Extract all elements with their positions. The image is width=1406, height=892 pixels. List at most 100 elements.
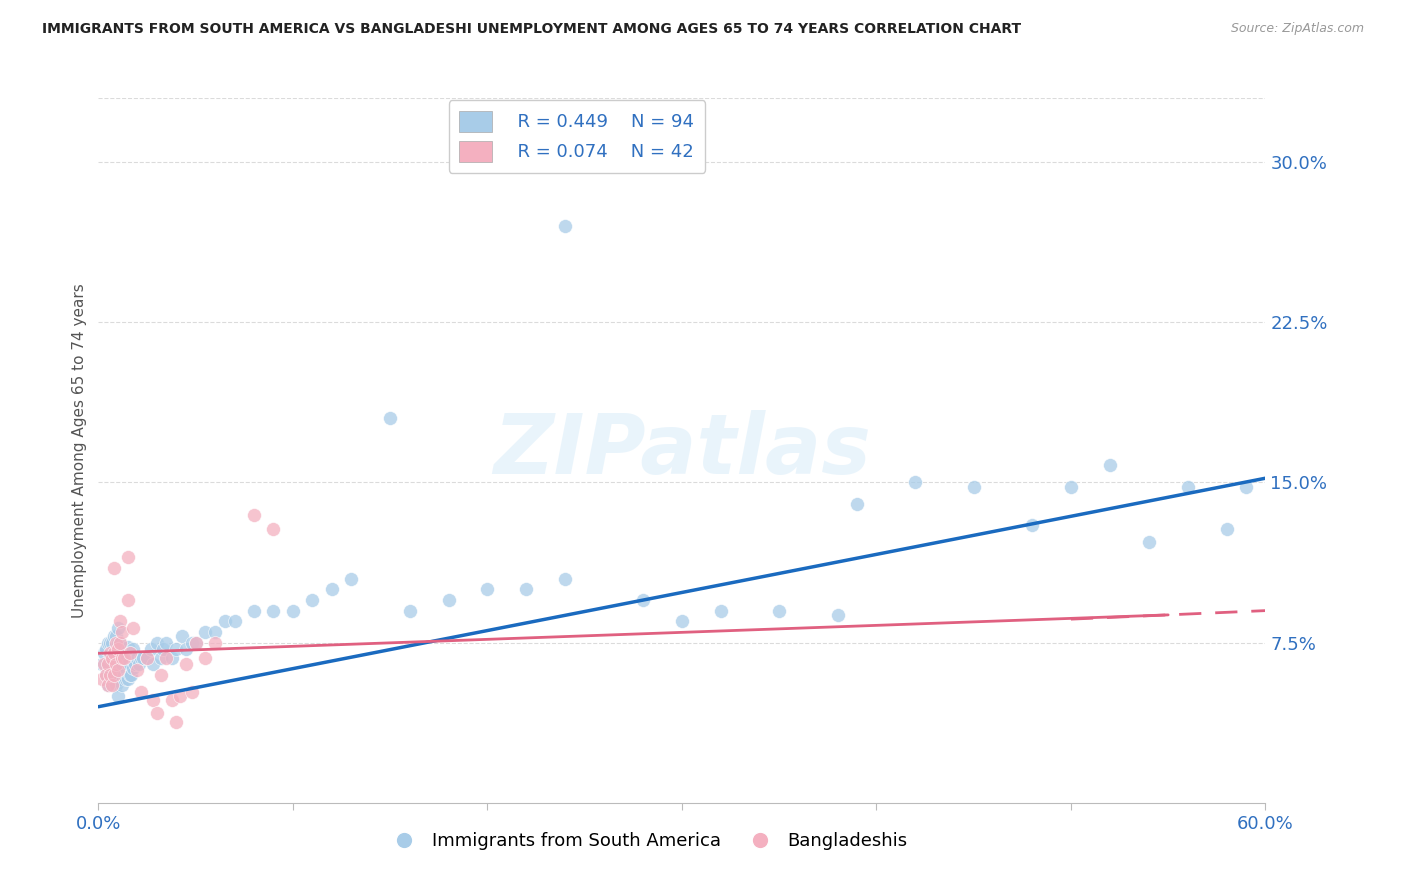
Point bbox=[122, 642, 145, 657]
Point bbox=[184, 635, 207, 649]
Point bbox=[180, 685, 202, 699]
Point bbox=[204, 635, 226, 649]
Point bbox=[93, 646, 115, 660]
Point bbox=[114, 650, 136, 665]
Point bbox=[98, 650, 121, 665]
Point bbox=[165, 714, 187, 729]
Point bbox=[129, 650, 152, 665]
Text: Source: ZipAtlas.com: Source: ZipAtlas.com bbox=[1230, 22, 1364, 36]
Point bbox=[262, 523, 284, 537]
Point bbox=[380, 411, 402, 425]
Point bbox=[204, 624, 226, 639]
Point bbox=[162, 693, 184, 707]
Point bbox=[107, 667, 129, 681]
Point bbox=[671, 615, 693, 629]
Point bbox=[142, 657, 165, 671]
Point bbox=[155, 635, 177, 649]
Point bbox=[98, 667, 121, 681]
Point bbox=[122, 661, 145, 675]
Point bbox=[904, 475, 927, 490]
Point bbox=[224, 615, 246, 629]
Point bbox=[180, 635, 202, 649]
Point bbox=[962, 480, 984, 494]
Point bbox=[103, 629, 125, 643]
Point bbox=[104, 629, 127, 643]
Point bbox=[101, 672, 124, 686]
Point bbox=[169, 689, 191, 703]
Point bbox=[146, 706, 169, 720]
Point bbox=[515, 582, 537, 597]
Point bbox=[710, 604, 733, 618]
Point bbox=[554, 572, 576, 586]
Point bbox=[301, 593, 323, 607]
Point bbox=[846, 497, 869, 511]
Point bbox=[1021, 518, 1043, 533]
Point bbox=[128, 657, 150, 671]
Point bbox=[194, 650, 217, 665]
Point bbox=[281, 604, 304, 618]
Point bbox=[321, 582, 343, 597]
Point bbox=[121, 646, 143, 660]
Point bbox=[104, 657, 127, 671]
Point bbox=[1177, 480, 1199, 494]
Point bbox=[262, 604, 284, 618]
Point bbox=[107, 635, 129, 649]
Point bbox=[214, 615, 236, 629]
Point bbox=[104, 646, 127, 660]
Point bbox=[118, 646, 141, 660]
Point bbox=[103, 561, 125, 575]
Point bbox=[129, 685, 152, 699]
Point bbox=[96, 667, 118, 681]
Point bbox=[107, 664, 129, 678]
Point bbox=[96, 642, 118, 657]
Text: IMMIGRANTS FROM SOUTH AMERICA VS BANGLADESHI UNEMPLOYMENT AMONG AGES 65 TO 74 YE: IMMIGRANTS FROM SOUTH AMERICA VS BANGLAD… bbox=[42, 22, 1021, 37]
Point bbox=[136, 650, 159, 665]
Point bbox=[108, 650, 131, 665]
Point bbox=[117, 672, 139, 686]
Point bbox=[104, 678, 127, 692]
Point bbox=[112, 667, 135, 681]
Point bbox=[98, 635, 121, 649]
Point bbox=[103, 646, 125, 660]
Point bbox=[97, 657, 120, 671]
Point bbox=[108, 615, 131, 629]
Point bbox=[827, 607, 849, 622]
Point bbox=[162, 650, 184, 665]
Point bbox=[97, 678, 120, 692]
Point bbox=[149, 667, 172, 681]
Point bbox=[111, 678, 134, 692]
Point bbox=[165, 642, 187, 657]
Point bbox=[146, 635, 169, 649]
Point bbox=[93, 657, 115, 671]
Point bbox=[149, 650, 172, 665]
Point bbox=[108, 635, 131, 649]
Point bbox=[1234, 480, 1257, 494]
Point bbox=[107, 621, 129, 635]
Point bbox=[103, 667, 125, 681]
Point bbox=[117, 640, 139, 654]
Point bbox=[121, 667, 143, 681]
Point bbox=[152, 642, 174, 657]
Point bbox=[111, 624, 134, 639]
Point bbox=[104, 635, 127, 649]
Point bbox=[98, 646, 121, 660]
Point bbox=[243, 508, 266, 522]
Point bbox=[118, 646, 141, 660]
Point bbox=[117, 657, 139, 671]
Text: ZIPatlas: ZIPatlas bbox=[494, 410, 870, 491]
Point bbox=[101, 635, 124, 649]
Point bbox=[117, 550, 139, 565]
Point bbox=[142, 693, 165, 707]
Point bbox=[477, 582, 499, 597]
Point bbox=[112, 650, 135, 665]
Point bbox=[127, 664, 149, 678]
Point bbox=[139, 642, 162, 657]
Point bbox=[96, 667, 118, 681]
Point bbox=[112, 650, 135, 665]
Point bbox=[124, 657, 146, 671]
Point bbox=[768, 604, 790, 618]
Y-axis label: Unemployment Among Ages 65 to 74 years: Unemployment Among Ages 65 to 74 years bbox=[72, 283, 87, 618]
Legend: Immigrants from South America, Bangladeshis: Immigrants from South America, Banglades… bbox=[380, 825, 915, 857]
Point bbox=[1060, 480, 1083, 494]
Point bbox=[631, 593, 654, 607]
